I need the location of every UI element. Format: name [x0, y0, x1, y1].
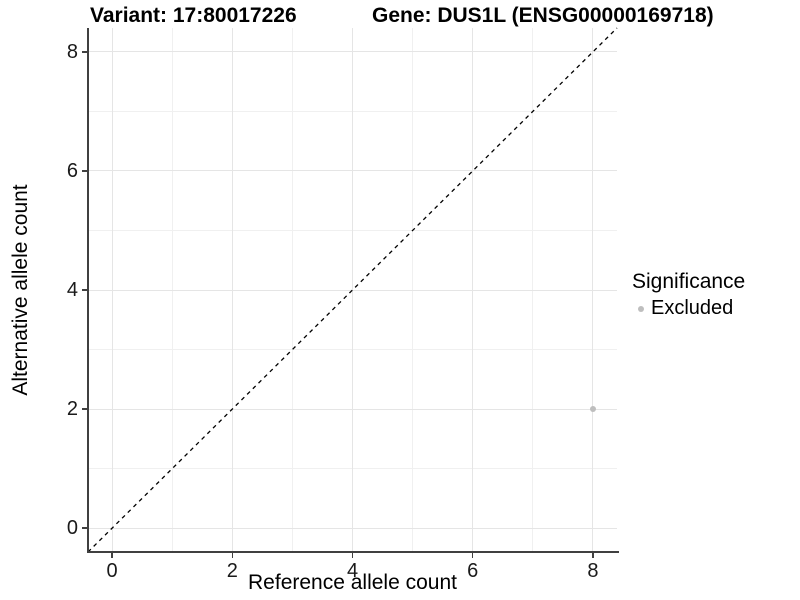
data-point [589, 406, 596, 413]
y-axis-line [87, 28, 89, 553]
legend-title: Significance [632, 270, 746, 293]
reference-dashed-line [87, 27, 618, 553]
y-axis-tick [82, 527, 87, 529]
legend: Significance Excluded [632, 270, 745, 320]
chart-panel [87, 27, 618, 553]
y-axis-title: Alternative allele count [9, 184, 32, 396]
y-major-gridline [88, 51, 617, 53]
y-axis-tick-label: 6 [66, 159, 78, 182]
x-axis-tick [231, 553, 234, 558]
x-axis-tick [592, 553, 594, 558]
x-axis-tick-label: 0 [106, 560, 118, 582]
y-axis-tick-label: 0 [66, 517, 78, 540]
x-axis-tick-label: 4 [346, 560, 359, 582]
y-axis-tick-label: 4 [66, 279, 78, 301]
y-major-gridline [88, 408, 617, 410]
x-axis-line [87, 551, 619, 553]
y-axis-tick [82, 408, 87, 410]
legend-entry-excluded: Excluded [632, 297, 745, 320]
x-axis-tick-label: 2 [226, 560, 238, 582]
x-axis-tick-label: 8 [587, 560, 599, 582]
x-axis-tick [351, 553, 354, 558]
legend-entry-label: Excluded [651, 297, 734, 319]
plot-title-variant: Variant: 17:80017226 [90, 4, 297, 27]
x-axis-tick-label: 6 [467, 560, 479, 582]
legend-point-icon [638, 305, 644, 312]
y-major-gridline [88, 170, 617, 172]
y-axis-tick [82, 289, 87, 291]
y-axis-tick [82, 170, 87, 172]
x-axis-tick [111, 553, 113, 558]
x-axis-tick [471, 553, 474, 558]
y-major-gridline [88, 289, 617, 291]
y-major-gridline [88, 527, 617, 529]
y-axis-tick-label: 8 [66, 40, 78, 63]
y-axis-tick [82, 51, 87, 53]
x-axis-title: Reference allele count [248, 571, 457, 594]
y-axis-tick-label: 2 [66, 398, 78, 421]
plot-title-gene: Gene: DUS1L (ENSG00000169718) [372, 4, 714, 27]
